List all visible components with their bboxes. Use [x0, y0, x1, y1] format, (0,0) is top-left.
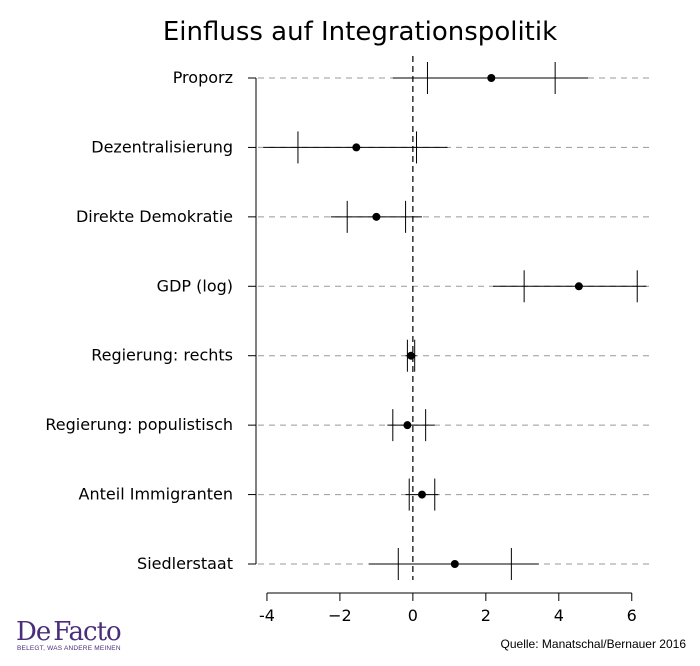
logo-wordmark: De Facto	[16, 617, 121, 647]
x-tick-label: 6	[627, 606, 637, 625]
estimate-point	[372, 212, 381, 221]
plot-area: Proporz Dezentralisierung Direkte Demokrat…	[45, 56, 650, 625]
estimate-point	[574, 282, 583, 291]
category-label: Regierung: rechts	[91, 346, 233, 365]
x-tick-label: −2	[328, 606, 352, 625]
estimate-point	[417, 490, 426, 499]
x-tick-label: 2	[481, 606, 491, 625]
category-label: GDP (log)	[157, 276, 233, 295]
x-tick-label: -4	[259, 606, 275, 625]
x-tick-label: 4	[554, 606, 564, 625]
logo-tagline: BELEGT, WAS ANDERE MEINEN	[17, 645, 121, 652]
category-label: Dezentralisierung	[91, 137, 233, 156]
estimate-point	[407, 351, 416, 360]
category-label: Direkte Demokratie	[76, 207, 233, 226]
category-label: Anteil Immigranten	[79, 485, 233, 504]
defacto-logo: De Facto BELEGT, WAS ANDERE MEINEN	[16, 617, 122, 652]
estimate-point	[487, 74, 496, 82]
source-note: Quelle: Manatschal/Bernauer 2016	[501, 637, 687, 651]
chart-title: Einfluss auf Integrationspolitik	[163, 17, 557, 47]
category-label: Proporz	[173, 68, 233, 87]
x-tick-label: 0	[408, 606, 418, 625]
estimate-point	[403, 421, 412, 430]
estimate-point	[450, 560, 459, 568]
category-label: Siedlerstaat	[137, 554, 233, 573]
category-label: Regierung: populistisch	[45, 415, 233, 434]
estimate-point	[352, 143, 361, 152]
